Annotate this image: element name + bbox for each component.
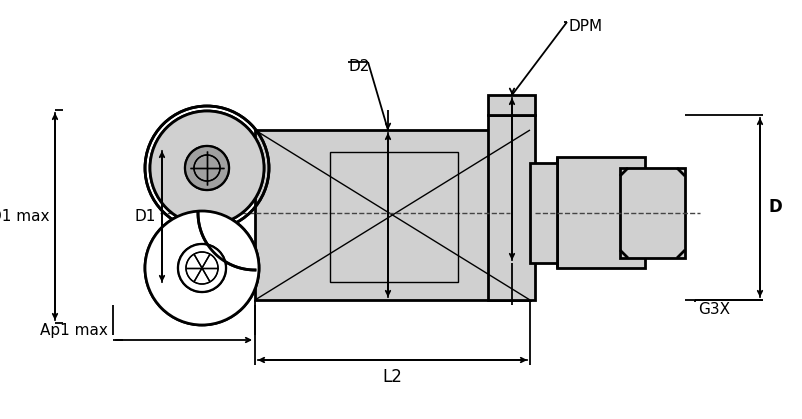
Circle shape bbox=[145, 211, 259, 325]
Bar bbox=[620, 168, 685, 258]
Circle shape bbox=[178, 244, 226, 292]
Circle shape bbox=[185, 146, 229, 190]
Text: G3X: G3X bbox=[698, 303, 730, 318]
Circle shape bbox=[150, 111, 264, 225]
Bar bbox=[330, 152, 458, 282]
Circle shape bbox=[145, 211, 259, 325]
Circle shape bbox=[145, 211, 259, 325]
Bar bbox=[488, 95, 535, 115]
Circle shape bbox=[178, 244, 226, 292]
Text: D1: D1 bbox=[135, 209, 156, 224]
Bar bbox=[530, 163, 557, 263]
Text: Ap1 max: Ap1 max bbox=[40, 323, 108, 338]
Text: DPM: DPM bbox=[569, 19, 603, 34]
Text: D2: D2 bbox=[348, 59, 370, 74]
Bar bbox=[255, 130, 530, 300]
Text: D1 max: D1 max bbox=[0, 209, 49, 224]
Text: L2: L2 bbox=[383, 368, 403, 386]
Bar bbox=[488, 115, 535, 300]
Circle shape bbox=[150, 111, 264, 225]
Circle shape bbox=[185, 146, 229, 190]
Text: D: D bbox=[768, 199, 782, 217]
Bar bbox=[557, 157, 645, 268]
Circle shape bbox=[150, 111, 264, 225]
